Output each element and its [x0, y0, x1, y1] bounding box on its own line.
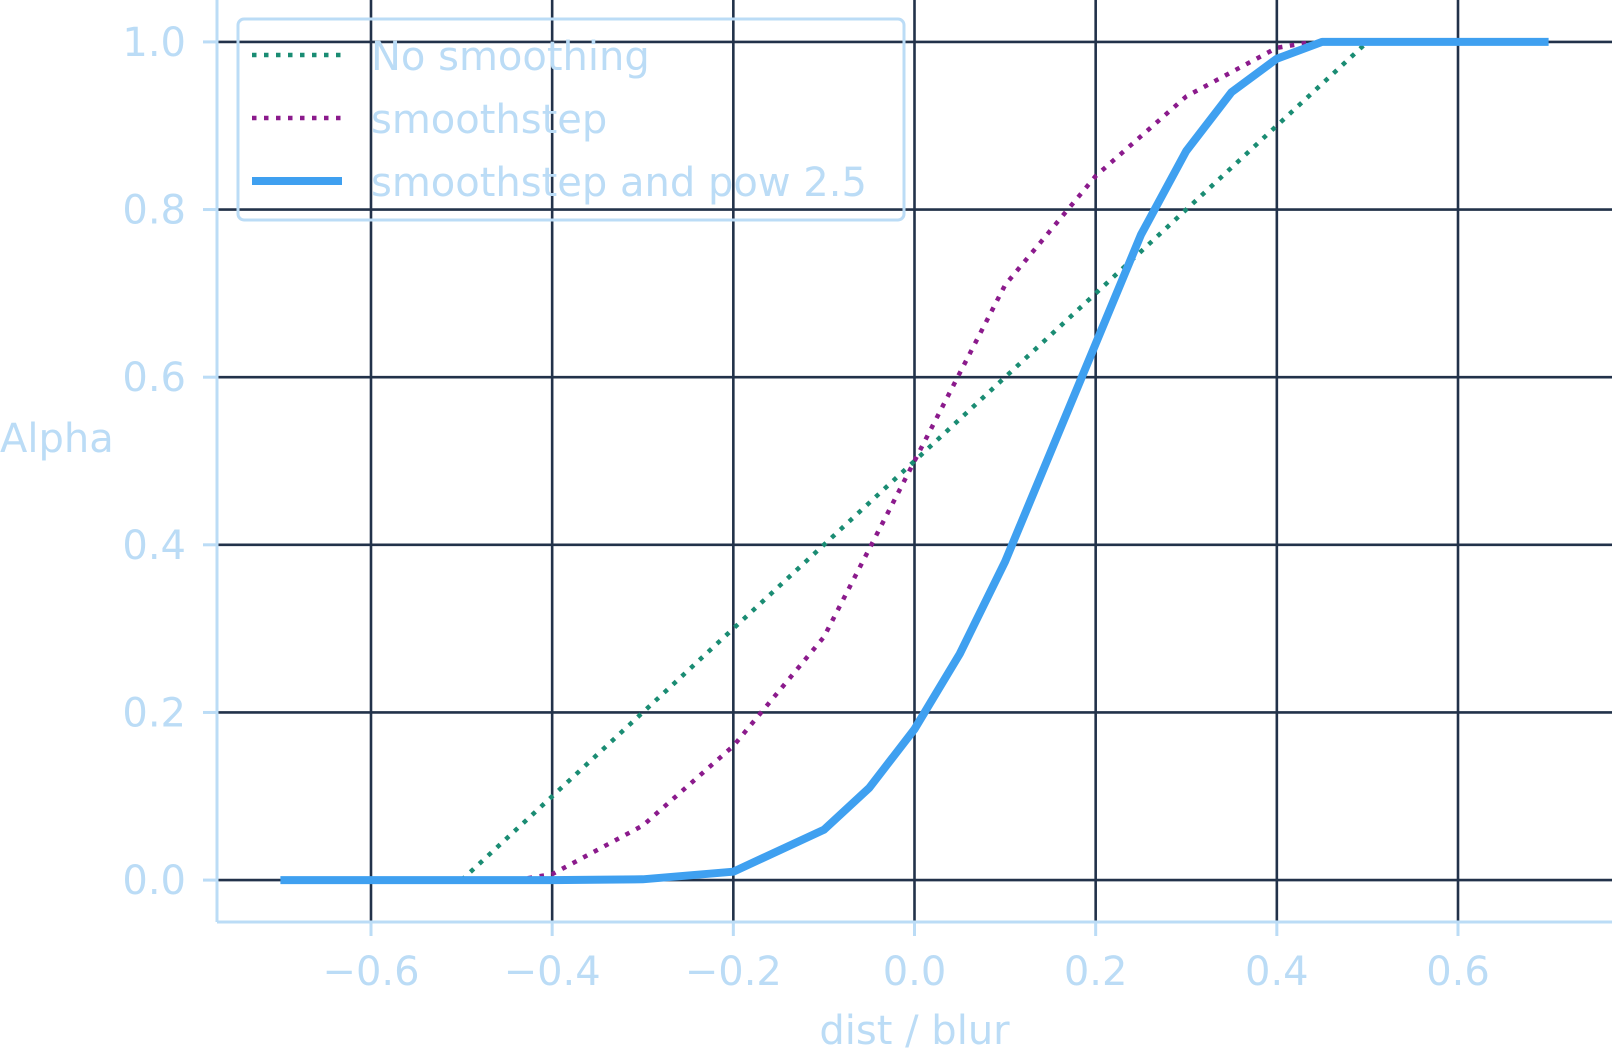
legend-label-0: No smoothing [371, 34, 650, 80]
x-tick-label-1: −0.4 [504, 949, 601, 995]
x-tick-label-3: 0.0 [883, 949, 947, 995]
legend-label-1: smoothstep [371, 97, 607, 143]
x-tick-label-6: 0.6 [1426, 949, 1490, 995]
tick-labels: −0.6 −0.4 −0.2 0.0 0.2 0.4 0.6 0.0 0.2 0.4 0.6 0.8 1… [122, 20, 1489, 995]
series-line-2 [280, 37, 1549, 885]
y-tick-label-0: 0.0 [122, 858, 186, 904]
x-tick-label-0: −0.6 [322, 949, 419, 995]
series-lines [280, 37, 1549, 885]
y-tick-label-2: 0.4 [122, 523, 186, 569]
x-tick-label-4: 0.2 [1064, 949, 1128, 995]
y-tick-label-4: 0.8 [122, 188, 186, 234]
x-axis-title: dist / blur [819, 1008, 1010, 1053]
series-line-0 [460, 40, 1369, 882]
y-axis-title: Alpha [0, 416, 114, 462]
y-tick-label-1: 0.2 [122, 690, 186, 736]
legend: No smoothing smoothstep smoothstep and pow… [236, 17, 906, 222]
x-tick-label-5: 0.4 [1245, 949, 1309, 995]
series-line-1 [515, 39, 1314, 883]
y-tick-label-3: 0.6 [122, 355, 186, 401]
legend-frame [236, 17, 906, 222]
x-tick-label-2: −0.2 [685, 949, 782, 995]
legend-label-2: smoothstep and pow 2.5 [371, 160, 867, 206]
axes [203, 0, 1612, 936]
y-tick-label-5: 1.0 [122, 20, 186, 66]
